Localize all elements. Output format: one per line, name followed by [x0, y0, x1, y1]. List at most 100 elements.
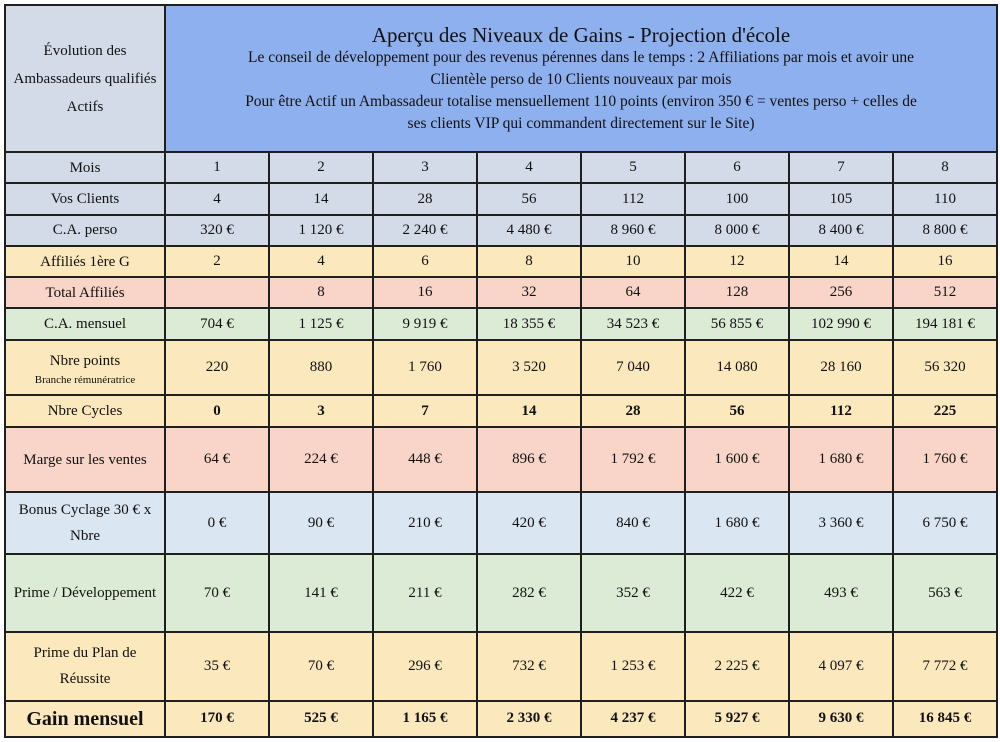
gains-table: Évolution des Ambassadeurs qualifiés Act… — [4, 3, 999, 739]
cell-value: 56 320 — [891, 338, 999, 397]
cell-value: 12 — [684, 244, 790, 279]
cell-value: 896 € — [476, 426, 582, 493]
cell-value: 8 000 € — [684, 213, 790, 247]
cell-value: 1 680 € — [788, 426, 894, 493]
row-label-text: Nbre points — [49, 353, 121, 370]
table-header: Aperçu des Niveaux de Gains - Projection… — [163, 3, 999, 154]
cell-value: 128 — [684, 276, 790, 310]
header-line: Le conseil de développement pour des rev… — [247, 48, 915, 66]
cell-value: 35 € — [164, 631, 270, 702]
cell-value: 110 — [891, 182, 999, 216]
cell-value: 5 — [580, 151, 686, 185]
cell-value: 220 — [164, 338, 270, 397]
cell-value: 224 € — [268, 426, 374, 493]
cell-value: 8 — [476, 244, 582, 279]
cell-value: 0 — [164, 394, 270, 429]
table-row: C.A. perso 320 €1 120 €2 240 €4 480 €8 96… — [4, 213, 999, 247]
cell-value: 0 € — [164, 490, 270, 556]
cell-value: 6 — [372, 244, 478, 279]
cell-value: 4 237 € — [580, 699, 686, 739]
cell-value: 2 330 € — [476, 699, 582, 739]
table-row: C.A. mensuel 704 €1 125 €9 919 €18 355 €3… — [4, 307, 999, 341]
cell-value: 840 € — [580, 490, 686, 556]
cell-value: 8 400 € — [788, 213, 894, 247]
cell-value: 732 € — [476, 631, 582, 702]
cell-value: 448 € — [372, 426, 478, 493]
row-label: Prime / Développement — [4, 553, 166, 634]
cell-value: 6 750 € — [891, 490, 999, 556]
table-body: Mois 1 2 3 4 5 6 7 8 Vos Clients 4 14 28 56 112 100 105 1… — [4, 151, 999, 739]
cell-value: 90 € — [268, 490, 374, 556]
cell-value: 16 — [891, 244, 999, 279]
table-row: Affiliés 1ère G 2 4 6 8 10 12 14 16 — [4, 244, 999, 279]
row-label-text: C.A. perso — [52, 222, 118, 239]
row-sublabel: Branche rémunératrice — [34, 374, 136, 387]
row-label-text: Prime du Plan de Réussite — [33, 645, 137, 688]
cell-value: 8 800 € — [891, 213, 999, 247]
cell-value: 56 — [684, 394, 790, 429]
cell-value: 141 € — [268, 553, 374, 634]
cell-value: 1 792 € — [580, 426, 686, 493]
corner-label: Évolution des Ambassadeurs qualifiés Act… — [4, 3, 166, 154]
cell-value: 28 — [372, 182, 478, 216]
table-row: Marge sur les ventes 64 €224 €448 €896 €1… — [4, 426, 999, 493]
cell-value: 3 — [372, 151, 478, 185]
cell-value: 8 960 € — [580, 213, 686, 247]
cell-value: 1 760 — [372, 338, 478, 397]
cell-value: 320 € — [164, 213, 270, 247]
cell-value: 493 € — [788, 553, 894, 634]
cell-value: 422 € — [684, 553, 790, 634]
cell-value: 56 855 € — [684, 307, 790, 341]
cell-value: 4 — [164, 182, 270, 216]
cell-value: 28 — [580, 394, 686, 429]
row-label: C.A. mensuel — [4, 307, 166, 341]
cell-value: 9 919 € — [372, 307, 478, 341]
cell-value: 210 € — [372, 490, 478, 556]
cell-value: 7 — [788, 151, 894, 185]
cell-value: 1 125 € — [268, 307, 374, 341]
header-row: Évolution des Ambassadeurs qualifiés Act… — [4, 3, 999, 154]
table-row: Prime / Développement 70 €141 €211 €282 €… — [4, 553, 999, 634]
row-label-text: Prime / Développement — [13, 585, 157, 602]
cell-value: 525 € — [268, 699, 374, 739]
cell-value: 5 927 € — [684, 699, 790, 739]
cell-value: 1 680 € — [684, 490, 790, 556]
cell-value: 112 — [580, 182, 686, 216]
row-label: Nbre Cycles — [4, 394, 166, 429]
cell-value: 14 — [268, 182, 374, 216]
cell-value — [164, 276, 270, 310]
cell-value: 211 € — [372, 553, 478, 634]
cell-value: 7 772 € — [891, 631, 999, 702]
cell-value: 352 € — [580, 553, 686, 634]
cell-value: 112 — [788, 394, 894, 429]
table-row: Mois 1 2 3 4 5 6 7 8 — [4, 151, 999, 185]
table-row: Vos Clients 4 14 28 56 112 100 105 110 — [4, 182, 999, 216]
row-label: Bonus Cyclage 30 € x Nbre — [4, 490, 166, 556]
row-label-text: Bonus Cyclage 30 € x Nbre — [18, 502, 152, 545]
table-title: Aperçu des Niveaux de Gains - Projection… — [371, 22, 791, 47]
cell-value: 4 — [476, 151, 582, 185]
row-label-text: Nbre Cycles — [47, 403, 123, 420]
cell-value: 1 120 € — [268, 213, 374, 247]
row-label: Marge sur les ventes — [4, 426, 166, 493]
cell-value: 563 € — [891, 553, 999, 634]
cell-value: 7 — [372, 394, 478, 429]
cell-value: 2 225 € — [684, 631, 790, 702]
row-label: Mois — [4, 151, 166, 185]
cell-value: 8 — [268, 276, 374, 310]
cell-value: 256 — [788, 276, 894, 310]
cell-value: 704 € — [164, 307, 270, 341]
cell-value: 32 — [476, 276, 582, 310]
cell-value: 100 — [684, 182, 790, 216]
row-label: C.A. perso — [4, 213, 166, 247]
cell-value: 10 — [580, 244, 686, 279]
cell-value: 16 — [372, 276, 478, 310]
row-label-text: Vos Clients — [50, 191, 120, 208]
cell-value: 1 — [164, 151, 270, 185]
cell-value: 1 600 € — [684, 426, 790, 493]
cell-value: 4 097 € — [788, 631, 894, 702]
table-row: Nbre points Branche rémunératrice 220 880 1 … — [4, 338, 999, 397]
cell-value: 2 — [164, 244, 270, 279]
header-line: ses clients VIP qui commandent directeme… — [407, 114, 755, 132]
cell-value: 7 040 — [580, 338, 686, 397]
